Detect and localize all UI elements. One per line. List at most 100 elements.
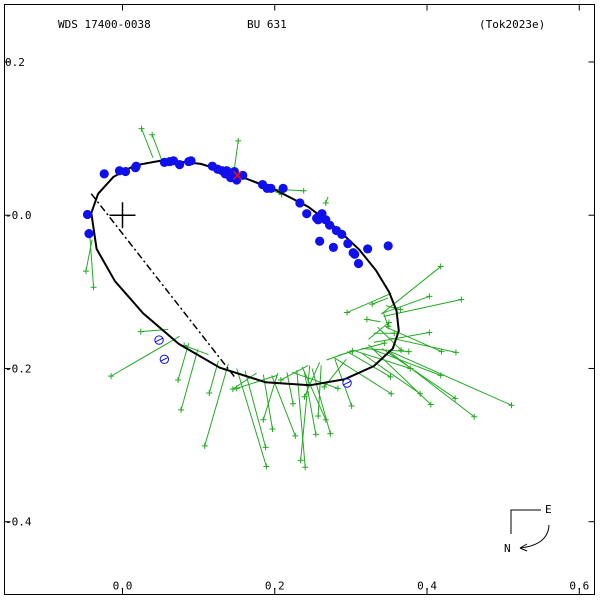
plus-marker bbox=[290, 400, 297, 407]
plus-marker bbox=[452, 395, 459, 402]
plus-marker bbox=[426, 293, 433, 300]
residual-line bbox=[368, 322, 390, 340]
residual-line bbox=[383, 313, 389, 327]
compass: E N bbox=[504, 503, 552, 555]
plus-marker bbox=[137, 328, 144, 335]
measurement-point bbox=[353, 258, 364, 269]
plus-marker bbox=[300, 187, 307, 194]
measurement-point bbox=[186, 156, 196, 166]
measurement-point bbox=[315, 236, 325, 246]
measurement-point-open-slash bbox=[160, 356, 169, 362]
residual-line bbox=[385, 305, 401, 310]
x-tick-label: 0.2 bbox=[265, 580, 285, 593]
residual-line bbox=[326, 350, 353, 361]
measurement-point bbox=[383, 241, 393, 251]
residual-line bbox=[377, 326, 402, 351]
measurement-point bbox=[131, 161, 141, 171]
residual-line bbox=[368, 344, 432, 405]
y-tick-label: -0.4 bbox=[5, 516, 32, 529]
plus-marker bbox=[233, 385, 240, 392]
measurement-point bbox=[266, 183, 276, 193]
compass-east-label: E bbox=[545, 503, 552, 516]
reference-label: (Tok2023e) bbox=[479, 18, 545, 31]
plus-marker bbox=[407, 365, 414, 372]
x-tick-label: 0.0 bbox=[113, 580, 133, 593]
x-tick-label: 0.4 bbox=[417, 580, 437, 593]
plus-marker bbox=[344, 309, 351, 316]
residual-line bbox=[346, 292, 392, 313]
residual-line bbox=[286, 372, 294, 404]
residual-line bbox=[236, 374, 278, 389]
residual-line bbox=[262, 372, 279, 420]
plus-marker bbox=[452, 349, 459, 356]
residual-line bbox=[381, 295, 430, 314]
plus-marker bbox=[398, 347, 405, 354]
measurement-point bbox=[348, 248, 358, 258]
plus-marker bbox=[90, 284, 97, 291]
residual-line bbox=[333, 357, 392, 395]
plus-marker bbox=[471, 413, 478, 420]
residual-line bbox=[346, 351, 391, 378]
residual-line bbox=[300, 365, 311, 461]
plus-marker bbox=[206, 389, 213, 396]
star-name-label: BU 631 bbox=[247, 18, 287, 31]
residual-line bbox=[204, 363, 229, 446]
measurement-point bbox=[238, 170, 248, 180]
measurement-point bbox=[82, 209, 93, 220]
plus-marker bbox=[363, 316, 370, 323]
plus-marker bbox=[260, 416, 267, 423]
residual-line bbox=[389, 337, 457, 353]
plus-marker bbox=[262, 444, 269, 451]
plus-marker bbox=[437, 263, 444, 270]
residual-line bbox=[311, 368, 331, 434]
highlight-point bbox=[232, 170, 242, 180]
plus-marker bbox=[175, 376, 182, 383]
wds-label: WDS 17400-0038 bbox=[58, 18, 151, 31]
plus-marker bbox=[385, 323, 392, 330]
plus-marker bbox=[437, 372, 444, 379]
residual-line bbox=[296, 369, 306, 468]
plus-marker bbox=[297, 457, 304, 464]
residual-line bbox=[381, 348, 456, 399]
plus-marker bbox=[426, 329, 433, 336]
plus-marker bbox=[349, 347, 356, 354]
plus-marker bbox=[302, 464, 309, 471]
plus-marker bbox=[108, 373, 115, 380]
plus-marker bbox=[235, 137, 242, 144]
plus-marker bbox=[201, 442, 208, 449]
plus-marker bbox=[508, 402, 515, 409]
plus-marker bbox=[315, 412, 322, 419]
measurement-point bbox=[328, 242, 338, 252]
measurement-point bbox=[99, 169, 109, 179]
plus-marker bbox=[277, 376, 284, 383]
plus-marker bbox=[82, 268, 89, 275]
residual-line bbox=[317, 365, 322, 416]
measurement-point bbox=[337, 229, 347, 239]
y-tick-label: -0.2 bbox=[5, 362, 32, 375]
compass-north-label: N bbox=[504, 542, 511, 555]
residual-line bbox=[262, 374, 273, 430]
plus-marker bbox=[387, 373, 394, 380]
measurement-point bbox=[84, 229, 94, 239]
measurement-point bbox=[278, 183, 288, 193]
measurement-points bbox=[82, 156, 393, 388]
compass-east-arm bbox=[510, 509, 541, 534]
residual-line bbox=[85, 239, 93, 272]
plus-marker bbox=[388, 390, 395, 397]
measurement-point bbox=[120, 166, 131, 177]
measurement-point-open-slash bbox=[342, 380, 352, 386]
primary-star-cross bbox=[109, 202, 136, 229]
residual-line bbox=[141, 128, 154, 158]
y-tick-label: 0.2 bbox=[5, 56, 25, 69]
plus-marker bbox=[229, 386, 236, 393]
plus-marker bbox=[348, 403, 355, 410]
residual-line bbox=[89, 235, 95, 288]
plus-marker bbox=[322, 199, 329, 206]
y-tick-label: -0.0 bbox=[5, 209, 32, 222]
measurement-point bbox=[295, 198, 305, 208]
residual-line bbox=[271, 188, 304, 192]
residual-line bbox=[271, 375, 296, 437]
compass-arrowhead-icon bbox=[519, 543, 528, 552]
measurement-point bbox=[324, 220, 335, 230]
plus-marker bbox=[381, 340, 388, 347]
